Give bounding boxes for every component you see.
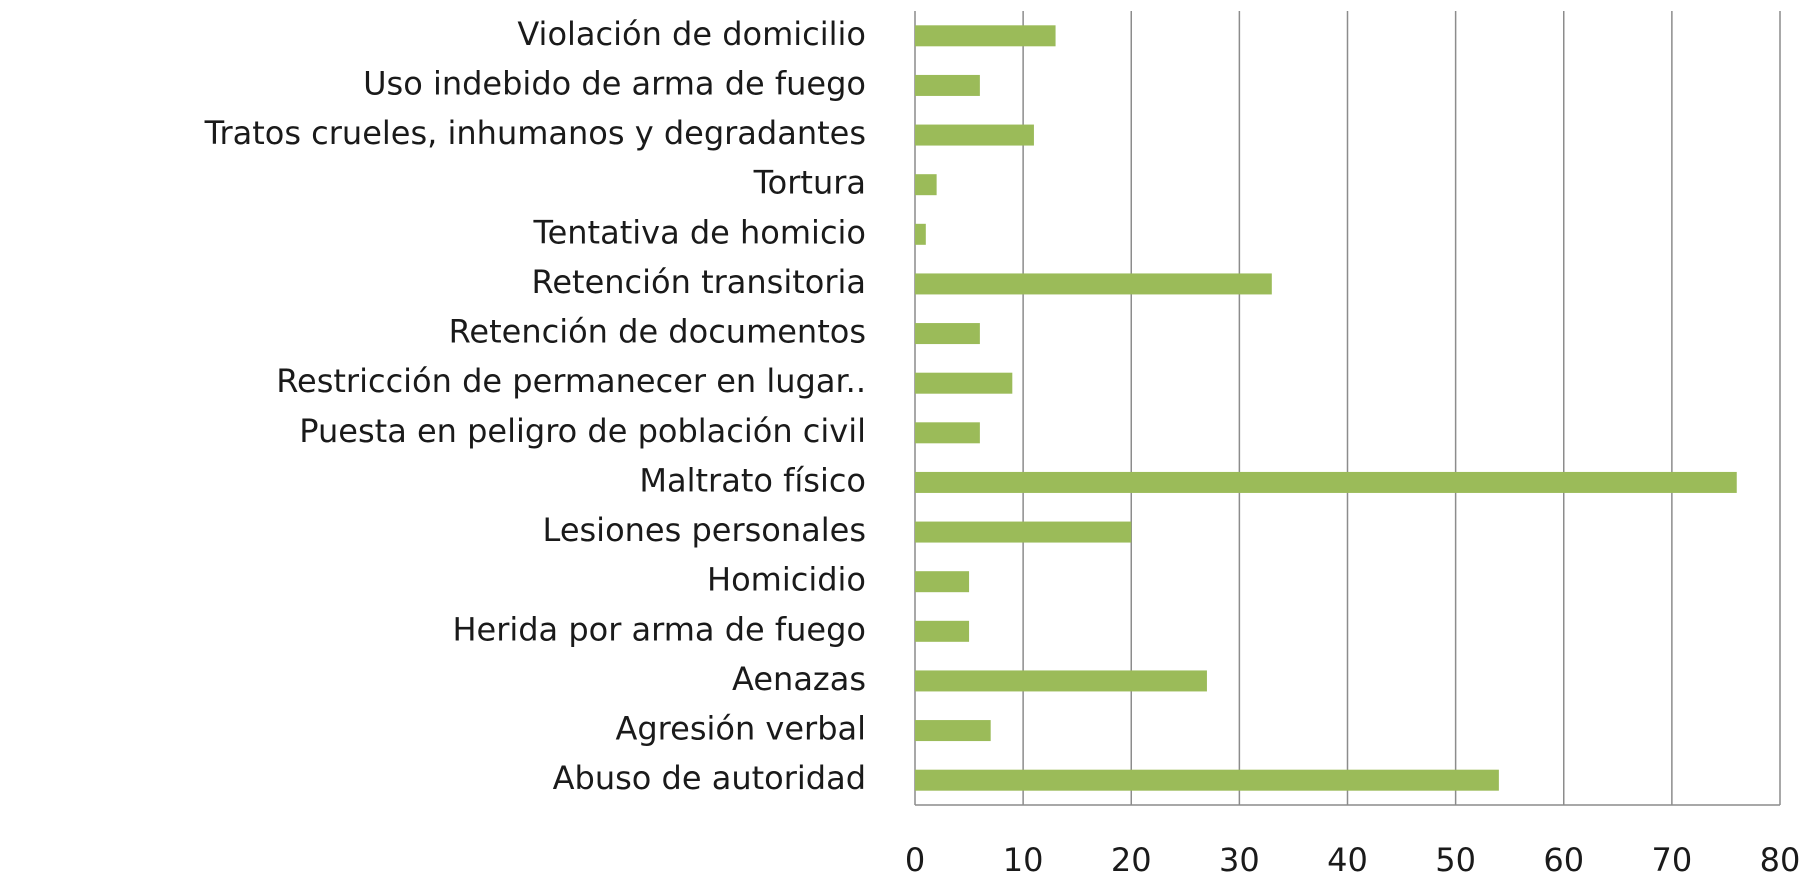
x-tick-label: 0 xyxy=(905,841,925,879)
x-tick-label: 70 xyxy=(1652,841,1693,879)
y-tick-label: Tortura xyxy=(753,164,866,202)
y-tick-label: Maltrato físico xyxy=(639,461,866,499)
bar xyxy=(915,124,1034,146)
x-tick-label: 20 xyxy=(1111,841,1152,879)
bar xyxy=(915,74,980,96)
y-tick-label: Abuso de autoridad xyxy=(553,759,866,797)
y-tick-label: Homicidio xyxy=(707,561,866,599)
bar xyxy=(915,769,1499,791)
x-tick-label: 50 xyxy=(1435,841,1476,879)
bar xyxy=(915,571,970,593)
y-tick-label: Uso indebido de arma de fuego xyxy=(363,64,866,102)
x-tick-label: 60 xyxy=(1543,841,1584,879)
x-tick-label: 40 xyxy=(1327,841,1368,879)
y-tick-label: Violación de domicilio xyxy=(517,15,866,53)
bar xyxy=(915,223,926,245)
bar xyxy=(915,273,1272,295)
x-tick-label: 30 xyxy=(1219,841,1260,879)
x-tick-label: 80 xyxy=(1760,841,1801,879)
y-tick-label: Retención transitoria xyxy=(532,263,866,301)
y-tick-label: Restricción de permanecer en lugar.. xyxy=(276,362,866,400)
bar xyxy=(915,323,980,345)
y-tick-label: Agresión verbal xyxy=(615,710,866,748)
bar xyxy=(915,521,1132,543)
x-tick-label: 10 xyxy=(1003,841,1044,879)
bar xyxy=(915,174,937,196)
y-tick-label: Lesiones personales xyxy=(543,511,866,549)
bar xyxy=(915,25,1056,47)
y-tick-label: Aenazas xyxy=(732,660,866,698)
y-tick-label: Retención de documentos xyxy=(449,313,866,351)
bar xyxy=(915,471,1737,493)
y-tick-label: Tentativa de homicio xyxy=(532,213,866,251)
bar xyxy=(915,670,1207,692)
y-tick-label: Herida por arma de fuego xyxy=(452,610,866,648)
bar xyxy=(915,372,1013,394)
bar xyxy=(915,422,980,444)
y-tick-label: Puesta en peligro de población civil xyxy=(299,412,866,450)
y-tick-label: Tratos crueles, inhumanos y degradantes xyxy=(204,114,866,152)
bar xyxy=(915,720,991,742)
bar xyxy=(915,620,970,642)
